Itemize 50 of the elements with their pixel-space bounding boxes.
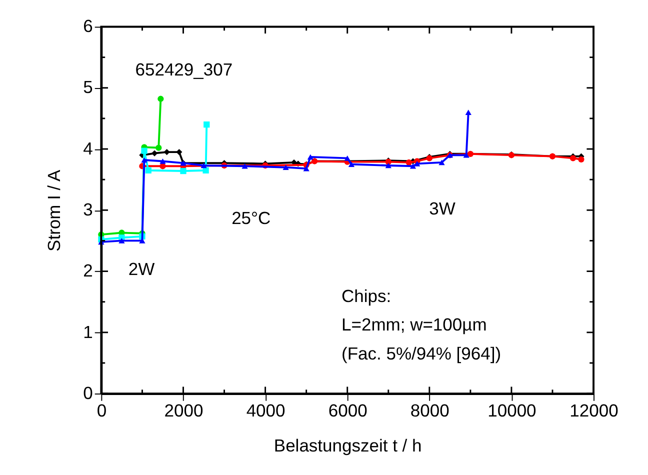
annotation: L=2mm; w=100µm: [342, 314, 487, 334]
point: [156, 144, 162, 151]
point: [303, 166, 310, 172]
point: [465, 110, 472, 115]
point: [118, 238, 125, 244]
point: [164, 148, 170, 156]
point: [141, 157, 148, 163]
point: [202, 167, 209, 174]
x-tick-label: 10000: [488, 400, 537, 420]
y-tick-label: 5: [83, 77, 93, 98]
x-axis-title: Belastungszeit t / h: [274, 435, 422, 456]
annotation: (Fac. 5%/94% [964]): [342, 343, 502, 364]
point: [176, 148, 182, 156]
point: [141, 148, 148, 154]
point: [204, 121, 210, 128]
y-axis-title: Strom I / A: [44, 169, 64, 252]
point: [180, 168, 186, 174]
point: [145, 167, 152, 174]
point: [348, 162, 355, 167]
point: [200, 162, 207, 168]
annotation: 652429_307: [135, 59, 233, 80]
point: [242, 163, 248, 169]
point: [282, 164, 289, 170]
point: [344, 156, 350, 161]
point: [385, 162, 392, 168]
point: [438, 160, 445, 166]
y-tick-label: 3: [83, 199, 93, 220]
annotation: Chips:: [342, 286, 392, 306]
point: [414, 161, 420, 166]
y-tick-label: 6: [83, 16, 93, 36]
y-tick-label: 4: [83, 138, 94, 158]
annotation: 3W: [429, 198, 456, 219]
point: [158, 96, 164, 102]
point: [578, 156, 584, 162]
point: [160, 158, 166, 164]
point: [307, 154, 314, 160]
x-tick-label: 0: [96, 400, 107, 420]
x-tick-label: 6000: [328, 400, 368, 420]
point: [410, 163, 416, 169]
y-tick-label: 2: [83, 260, 93, 281]
y-tick-label: 1: [83, 322, 93, 342]
point: [406, 159, 412, 166]
annotation: 25°C: [232, 208, 271, 228]
x-tick-label: 8000: [410, 400, 450, 420]
x-tick-label: 12000: [570, 400, 619, 420]
x-tick-label: 2000: [164, 400, 204, 420]
x-tick-label: 4000: [246, 400, 286, 420]
annotation: 2W: [128, 258, 156, 279]
point: [151, 150, 158, 156]
y-tick-label: 0: [83, 382, 94, 403]
